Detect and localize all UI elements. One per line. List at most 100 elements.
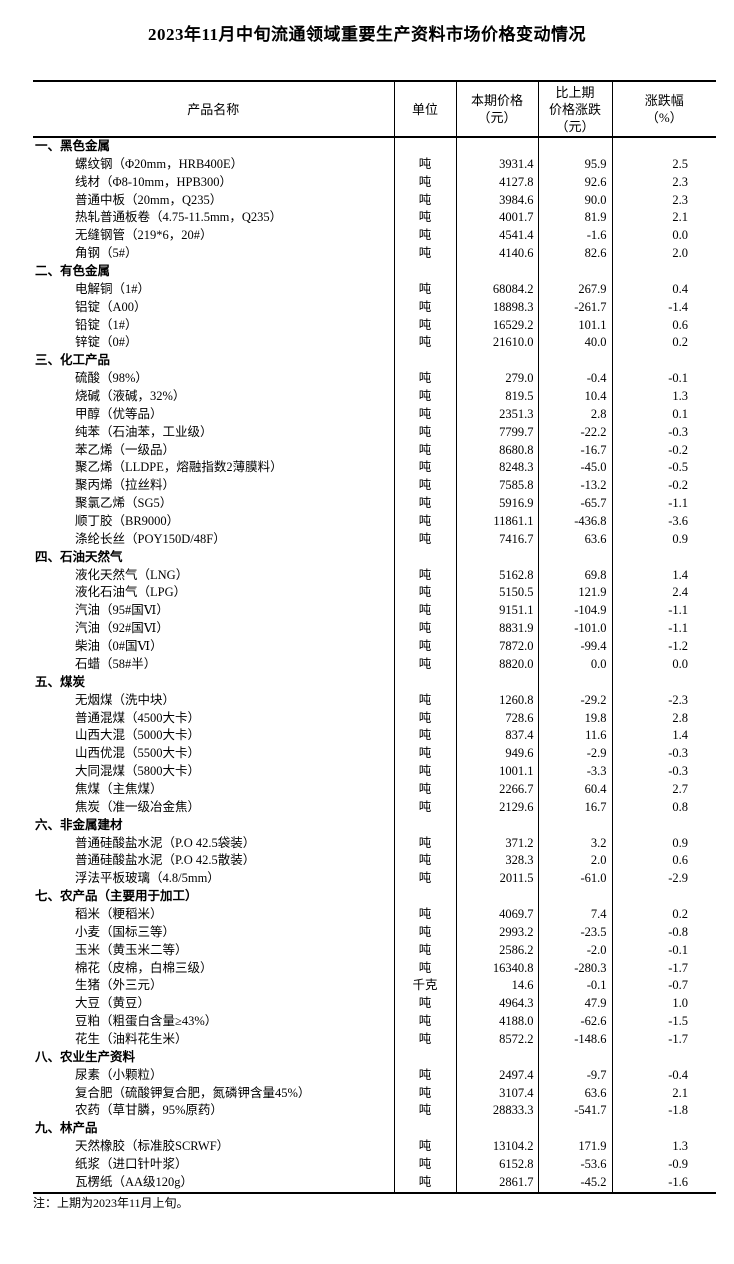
pct-cell: -0.5 [611,459,716,478]
unit-cell: 吨 [393,870,456,889]
product-name-cell: 聚乙烯（LLDPE，熔融指数2薄膜料） [75,460,283,475]
unit-cell: 吨 [393,745,456,764]
empty-cell [537,548,612,567]
price-cell: 4127.8 [455,173,538,192]
change-cell: 267.9 [537,280,612,299]
pct-cell: 2.1 [611,1084,716,1103]
unit-cell: 吨 [393,691,456,710]
pct-cell: 2.7 [611,780,716,799]
product-name-cell: 焦炭（准一级冶金焦） [75,799,201,814]
price-cell: 13104.2 [455,1138,538,1156]
unit-cell: 吨 [393,995,456,1014]
table-row: 天然橡胶（标准胶SCRWF） 吨 13104.2 171.9 1.3 [33,1138,716,1156]
change-cell: -99.4 [537,638,612,656]
pct-cell: -0.9 [611,1155,716,1174]
unit-cell: 吨 [393,245,456,264]
unit-cell: 吨 [393,780,456,799]
pct-cell: -1.1 [611,620,716,639]
change-cell: 40.0 [537,334,612,353]
table-row: 聚丙烯（拉丝料） 吨 7585.8 -13.2 -0.2 [33,477,716,496]
unit-cell: 吨 [393,459,456,478]
unit-cell: 吨 [393,334,456,353]
table-row: 石蜡（58#半）吨 8820.0 0.0 0.0 [33,655,716,674]
empty-cell [455,1120,538,1139]
product-name-cell: 液化天然气（LNG） [75,567,189,582]
empty-cell [611,548,716,567]
price-cell: 2497.4 [455,1066,538,1085]
product-name-cell: 天然橡胶（标准胶SCRWF） [75,1139,230,1154]
unit-cell: 吨 [393,566,456,585]
pct-cell: -0.1 [611,941,716,960]
product-name-cell: 聚氯乙烯（SG5） [75,496,173,511]
pct-cell: 0.6 [611,316,716,335]
price-cell: 1001.1 [455,763,538,781]
product-name-cell: 瓦楞纸（AA级120g） [75,1174,194,1189]
change-cell: -0.4 [537,370,612,389]
table-row: 聚氯乙烯（SG5） 吨 5916.9 -65.7 -1.1 [33,495,716,514]
pct-cell: -0.7 [611,977,716,996]
unit-cell: 吨 [393,709,456,728]
price-cell: 11861.1 [455,513,538,531]
price-cell: 28833.3 [455,1102,538,1121]
empty-cell [537,1120,612,1139]
table-header: 产品名称 单位 本期价格 （元） 比上期 价格涨跌 （元） 涨跌幅 （%） [33,81,716,138]
price-cell: 8680.8 [455,441,538,460]
product-name-cell: 铅锭（1#） [75,317,138,332]
unit-cell: 吨 [393,441,456,460]
unit-cell: 吨 [393,1138,456,1156]
category-row: 一、黑色金属 [33,137,716,156]
pct-cell: -0.1 [611,370,716,389]
pct-cell: 0.0 [611,227,716,246]
price-cell: 7799.7 [455,423,538,442]
pct-cell: -0.8 [611,923,716,942]
change-cell: 81.9 [537,209,612,228]
pct-cell: -2.9 [611,870,716,889]
price-cell: 3107.4 [455,1084,538,1103]
empty-cell [611,1120,716,1139]
change-cell: 2.0 [537,852,612,871]
unit-cell: 吨 [393,227,456,246]
pct-cell: 2.8 [611,709,716,728]
unit-cell: 吨 [393,298,456,317]
table-row: 棉花（皮棉，白棉三级） 吨 16340.8 -280.3 -1.7 [33,959,716,978]
change-cell: 92.6 [537,173,612,192]
table-row: 线材（Φ8-10mm，HPB300） 吨 4127.8 92.6 2.3 [33,173,716,192]
change-cell: 47.9 [537,995,612,1014]
change-cell: 121.9 [537,584,612,603]
price-cell: 68084.2 [455,280,538,299]
unit-cell: 吨 [393,1066,456,1085]
product-name-cell: 生猪（外三元） [75,978,163,993]
price-cell: 3984.6 [455,191,538,210]
change-cell: -53.6 [537,1155,612,1174]
category-cell: 七、农产品（主要用于加工） [35,889,198,904]
empty-cell [611,888,716,906]
price-cell: 328.3 [455,852,538,871]
pct-cell: -0.3 [611,763,716,781]
product-name-cell: 大豆（黄豆） [75,996,151,1011]
table-row: 角钢（5#） 吨 4140.6 82.6 2.0 [33,245,716,264]
unit-cell: 吨 [393,191,456,210]
category-row: 八、农业生产资料 [33,1048,716,1067]
category-row: 四、石油天然气 [33,548,716,567]
price-cell: 5916.9 [455,495,538,514]
price-cell: 371.2 [455,834,538,853]
empty-cell [455,352,538,371]
unit-cell: 吨 [393,423,456,442]
table-row: 普通硅酸盐水泥（P.O 42.5散装） 吨 328.3 2.0 0.6 [33,852,716,871]
price-cell: 3931.4 [455,155,538,174]
unit-cell: 吨 [393,638,456,656]
table-row: 焦炭（准一级冶金焦） 吨 2129.6 16.7 0.8 [33,798,716,817]
product-name-cell: 涤纶长丝（POY150D/48F） [75,531,226,546]
pct-cell: 0.1 [611,405,716,424]
pct-cell: 0.9 [611,834,716,853]
change-cell: -3.3 [537,763,612,781]
table-row: 大同混煤（5800大卡） 吨 1001.1 -3.3 -0.3 [33,763,716,781]
empty-cell [393,888,456,906]
product-name-cell: 铝锭（A00） [75,299,147,314]
category-cell: 三、化工产品 [35,353,111,368]
empty-cell [393,548,456,567]
table-row: 无缝钢管（219*6，20#） 吨 4541.4 -1.6 0.0 [33,227,716,246]
empty-cell [455,263,538,281]
pct-cell: -1.2 [611,638,716,656]
unit-cell: 吨 [393,655,456,674]
